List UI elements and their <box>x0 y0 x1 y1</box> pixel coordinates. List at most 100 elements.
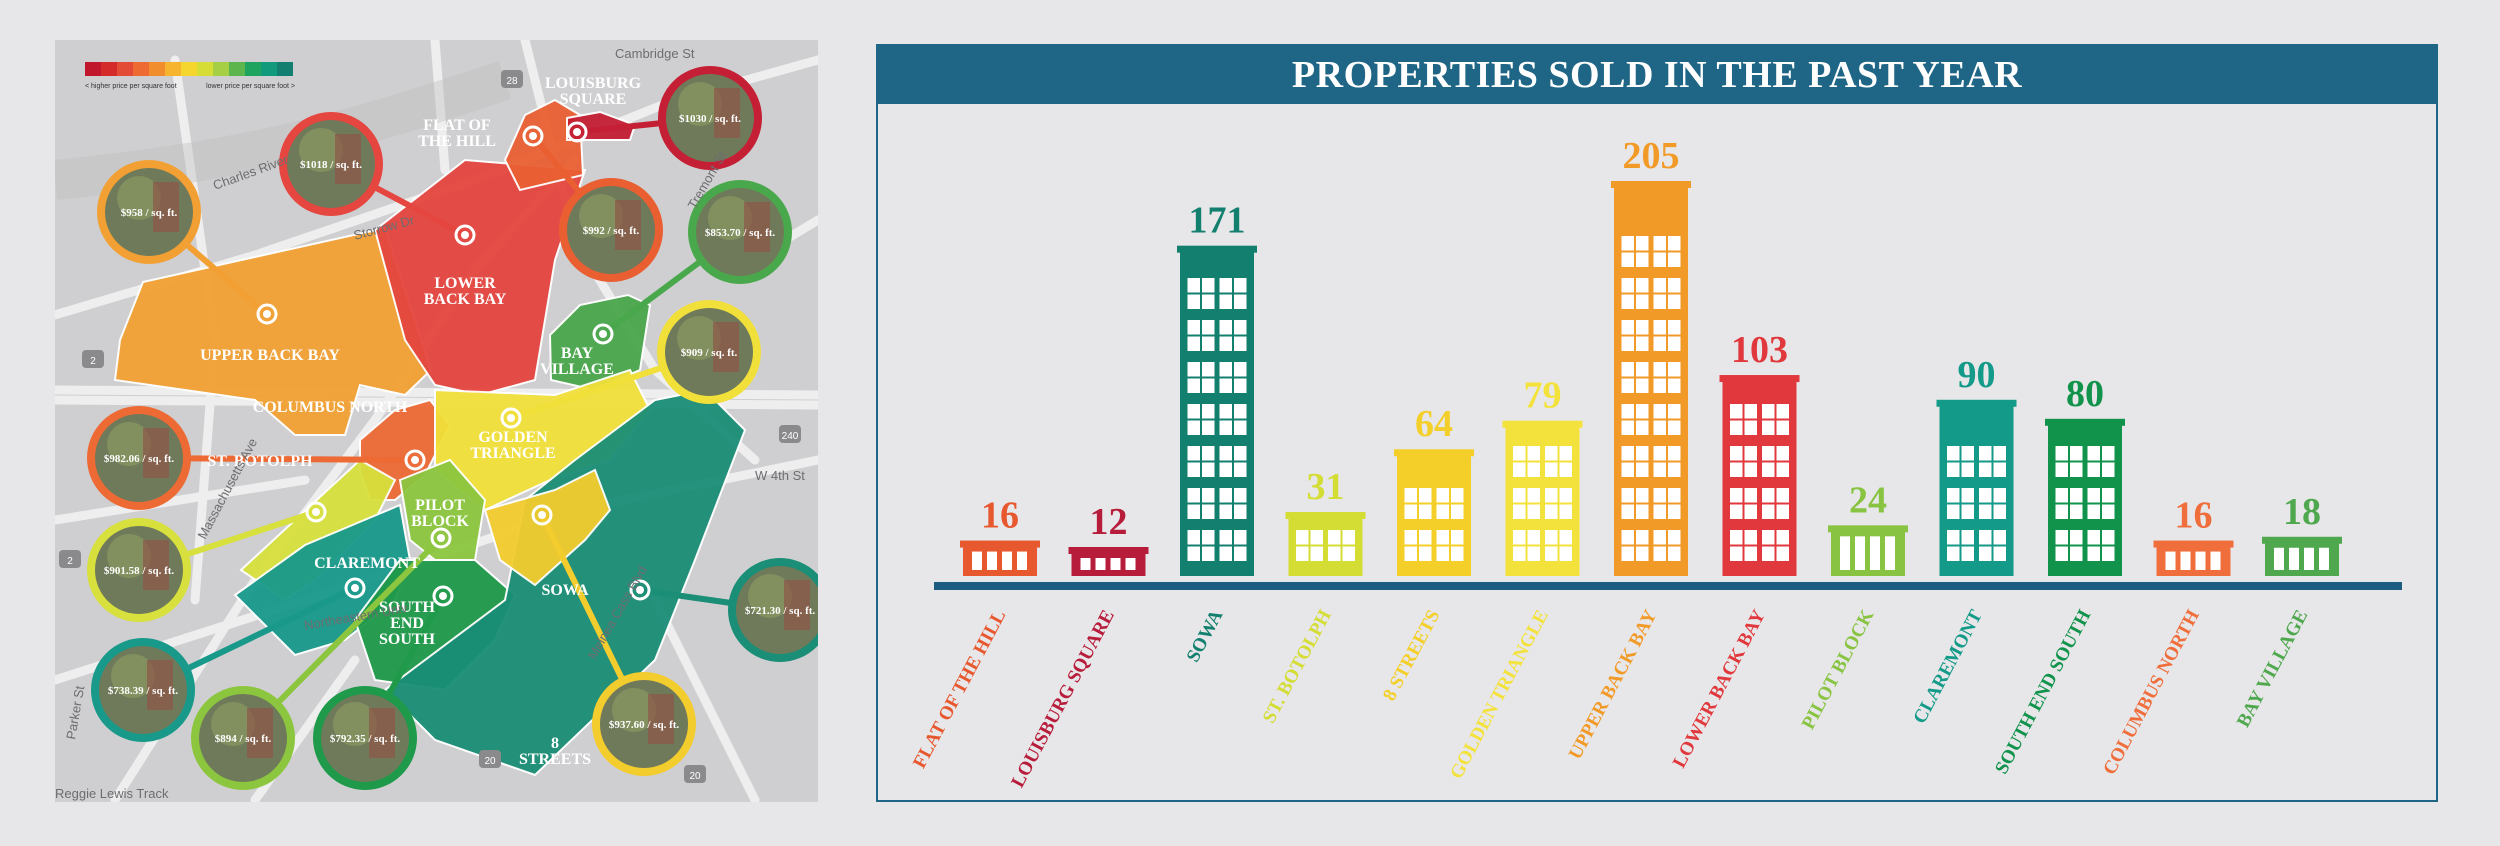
marker-lower-back-bay[interactable] <box>454 224 476 246</box>
photo-building <box>744 202 770 252</box>
window-mullion <box>1404 502 1432 505</box>
region-label-louisburg-square: LOUISBURG SQUARE <box>545 75 642 108</box>
price-bubble-columbus-north[interactable]: $982.06 / sq. ft. <box>87 406 191 510</box>
window-mullion <box>1219 460 1247 463</box>
value-label: 103 <box>1731 329 1788 371</box>
window-mullion <box>1187 418 1215 421</box>
region-label-8-streets: 8 STREETS <box>519 735 591 768</box>
marker-golden-triangle[interactable] <box>500 407 522 429</box>
photo-foliage <box>708 196 752 240</box>
legend-right-text: lower price per square foot > <box>206 83 295 90</box>
route-shield <box>82 350 104 368</box>
region-label-upper-back-bay: UPPER BACK BAY <box>200 347 340 364</box>
price-bubble-claremont[interactable]: $738.39 / sq. ft. <box>91 638 195 742</box>
window-mullion <box>1621 418 1649 421</box>
price-label: $894 / sq. ft. <box>215 733 272 745</box>
marker-dot <box>351 584 359 592</box>
bar-golden-triangle: 79 GOLDEN TRIANGLE <box>1446 375 1583 782</box>
window-mullion <box>1762 460 1789 463</box>
category-label: BAY VILLAGE <box>2233 606 2312 730</box>
value-label: 18 <box>2283 491 2321 533</box>
marker-bay-village[interactable] <box>592 323 614 345</box>
photo-foliage <box>107 534 151 578</box>
category-label: SOWA <box>1183 606 1228 666</box>
photo-foliage <box>111 654 155 698</box>
photo-foliage <box>333 702 377 746</box>
price-bubble-st-botolph[interactable]: $901.58 / sq. ft. <box>87 518 191 622</box>
price-bubble-golden-triangle[interactable]: $909 / sq. ft. <box>657 300 761 404</box>
window <box>2180 551 2191 570</box>
photo-foliage <box>107 422 151 466</box>
legend-left-text: < higher price per square foot <box>85 83 177 90</box>
price-bubble-pilot-block[interactable]: $894 / sq. ft. <box>191 686 295 790</box>
roof-cornice <box>2262 536 2342 544</box>
route-shield <box>684 765 706 783</box>
street <box>650 595 760 802</box>
marker-pilot-block[interactable] <box>430 527 452 549</box>
window <box>1870 536 1880 570</box>
region-label-columbus-north: COLUMBUS NORTH <box>253 399 408 416</box>
legend-swatch <box>101 62 117 76</box>
photo-building <box>147 660 173 710</box>
marker-dot <box>312 508 320 516</box>
window-mullion <box>1730 460 1757 463</box>
photo-building <box>648 694 674 744</box>
window <box>987 551 997 570</box>
marker-dot <box>263 310 271 318</box>
price-bubble-upper-back-bay[interactable]: $958 / sq. ft. <box>97 160 201 264</box>
window-mullion <box>1730 502 1757 505</box>
route-number: 20 <box>484 756 496 767</box>
route-number: 240 <box>782 431 799 442</box>
bar-lower-back-bay: 103 LOWER BACK BAY <box>1669 329 1800 771</box>
marker-south-end-south[interactable] <box>432 585 454 607</box>
price-legend: < higher price per square foot lower pric… <box>85 62 295 90</box>
window-mullion <box>2055 502 2083 505</box>
chart-header: PROPERTIES SOLD IN THE PAST YEAR <box>878 46 2436 104</box>
window <box>2304 547 2314 570</box>
chart-panel: PROPERTIES SOLD IN THE PAST YEAR 16 FLAT … <box>876 44 2438 802</box>
price-bubble-8-streets[interactable]: $937.60 / sq. ft. <box>592 672 696 776</box>
price-label: $721.30 / sq. ft. <box>745 605 816 617</box>
photo-foliage <box>579 194 623 238</box>
price-bubble-sowa[interactable]: $721.30 / sq. ft. <box>728 558 818 662</box>
category-label: ST. BOTOLPH <box>1259 606 1336 726</box>
marker-dot <box>636 586 644 594</box>
marker-columbus-north[interactable] <box>404 449 426 471</box>
window-mullion <box>1653 418 1681 421</box>
bar-upper-back-bay: 205 UPPER BACK BAY <box>1565 135 1691 763</box>
route-number: 2 <box>67 556 73 567</box>
price-bubble-lower-back-bay[interactable]: $1018 / sq. ft. <box>279 112 383 216</box>
price-label: $1018 / sq. ft. <box>300 159 362 171</box>
marker-claremont[interactable] <box>344 577 366 599</box>
marker-sowa[interactable] <box>629 579 651 601</box>
photo-building <box>369 708 395 758</box>
marker-dot <box>538 511 546 519</box>
window <box>2289 547 2299 570</box>
marker-8-streets[interactable] <box>531 504 553 526</box>
price-label: $792.35 / sq. ft. <box>330 733 401 745</box>
bar-pilot-block: 24 PILOT BLOCK <box>1798 479 1908 733</box>
photo-building <box>153 182 179 232</box>
legend-swatch <box>277 62 293 76</box>
price-bubble-louisburg-square[interactable]: $1030 / sq. ft. <box>658 66 762 170</box>
price-bubble-south-end-south[interactable]: $792.35 / sq. ft. <box>313 686 417 790</box>
roof-cornice <box>1502 420 1583 428</box>
value-label: 80 <box>2066 373 2104 415</box>
price-bubble-bay-village[interactable]: $853.70 / sq. ft. <box>688 180 792 284</box>
marker-upper-back-bay[interactable] <box>256 303 278 325</box>
marker-st-botolph[interactable] <box>305 501 327 523</box>
marker-dot <box>599 330 607 338</box>
window <box>1885 536 1895 570</box>
price-label: $937.60 / sq. ft. <box>609 719 680 731</box>
roof-cornice <box>1068 547 1149 554</box>
roof-cornice <box>960 540 1040 548</box>
marker-flat-of-the-hill[interactable] <box>522 125 544 147</box>
roof-cornice <box>1828 525 1908 533</box>
marker-louisburg-square[interactable] <box>566 121 588 143</box>
window-mullion <box>1979 502 2006 505</box>
roof-cornice <box>1611 181 1691 188</box>
bar-8-streets: 64 8 STREETS <box>1379 403 1474 704</box>
window-mullion <box>1187 292 1215 295</box>
price-bubble-flat-of-the-hill[interactable]: $992 / sq. ft. <box>559 178 663 282</box>
legend-swatch <box>181 62 197 76</box>
